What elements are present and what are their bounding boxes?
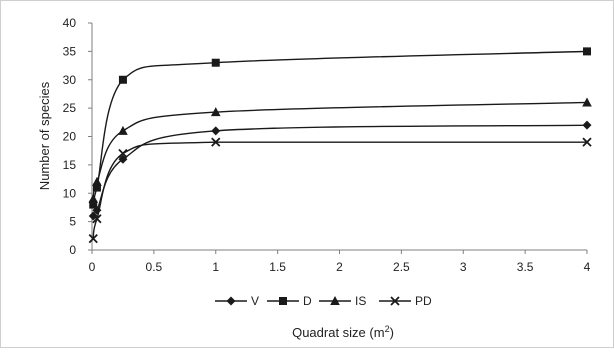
legend-label: PD [415, 294, 432, 308]
legend-label: V [251, 294, 259, 308]
x-tick-label: 4 [584, 260, 591, 274]
legend-item-v: V [215, 294, 259, 308]
legend-label: D [303, 294, 312, 308]
data-point-is [88, 193, 99, 203]
x-tick-label: 1.5 [269, 260, 286, 274]
x-tick-label: 1 [212, 260, 219, 274]
y-tick-label: 0 [69, 243, 76, 257]
series-line-is [92, 101, 588, 200]
series-pd [88, 137, 592, 244]
legend-label: IS [355, 294, 366, 308]
series-d [89, 47, 591, 209]
data-point-pd [582, 137, 592, 147]
data-point-pd [88, 234, 98, 244]
x-axis-title-text: Quadrat size (m [292, 325, 384, 340]
legend-marker-is [330, 296, 340, 305]
y-tick-label: 30 [63, 73, 77, 87]
legend-item-is: IS [319, 294, 366, 308]
y-tick-label: 15 [63, 158, 77, 172]
species-area-chart: 0 5 10 15 20 25 30 35 40 0 0.5 1 1.5 2 2.5 3 3.5 4 V D IS PD… [37, 16, 592, 340]
y-tick-label: 20 [63, 130, 77, 144]
tick-marks: 0 5 10 15 20 25 30 35 40 0 0.5 1 1.5 2 2.5 3 3.5 4 [63, 16, 591, 274]
series-line-pd [92, 141, 587, 239]
data-point-d [118, 75, 127, 84]
data-point-pd [118, 148, 128, 159]
data-point-is [92, 176, 102, 186]
y-tick-label: 25 [63, 101, 77, 115]
legend-marker-v [226, 296, 236, 306]
data-point-d [89, 200, 98, 209]
legend-marker-pd [390, 296, 400, 306]
y-tick-label: 10 [63, 186, 77, 200]
y-tick-label: 40 [63, 16, 77, 30]
series-is [88, 97, 592, 203]
legend: V D IS PD [215, 294, 432, 308]
legend-item-d: D [267, 294, 312, 308]
x-axis-title-close: ) [390, 325, 394, 340]
y-axis-title: Number of species [37, 81, 52, 190]
y-tick-label: 35 [63, 44, 77, 58]
x-tick-label: 2 [336, 260, 343, 274]
x-tick-label: 0.5 [146, 260, 163, 274]
x-tick-label: 2.5 [393, 260, 410, 274]
data-point-is [582, 97, 592, 107]
legend-marker-d [279, 297, 287, 305]
y-tick-label: 5 [69, 215, 76, 229]
data-point-d [92, 183, 101, 192]
data-series [88, 47, 592, 244]
data-point-pd [211, 137, 221, 147]
x-axis-title-superscript: 2 [385, 324, 390, 334]
data-point-d [583, 47, 591, 56]
series-v [88, 120, 592, 221]
series-line-v [92, 124, 588, 217]
x-tick-label: 3.5 [517, 260, 534, 274]
series-line-d [92, 50, 588, 205]
data-point-d [211, 58, 220, 67]
x-axis-title: Quadrat size (m2) [292, 324, 394, 340]
data-point-is [118, 125, 128, 135]
x-tick-label: 0 [89, 260, 96, 274]
data-point-v [211, 126, 221, 136]
data-point-v [582, 120, 592, 130]
legend-item-pd: PD [379, 294, 432, 308]
x-tick-label: 3 [460, 260, 467, 274]
data-point-pd [92, 214, 102, 224]
data-point-is [210, 107, 221, 117]
